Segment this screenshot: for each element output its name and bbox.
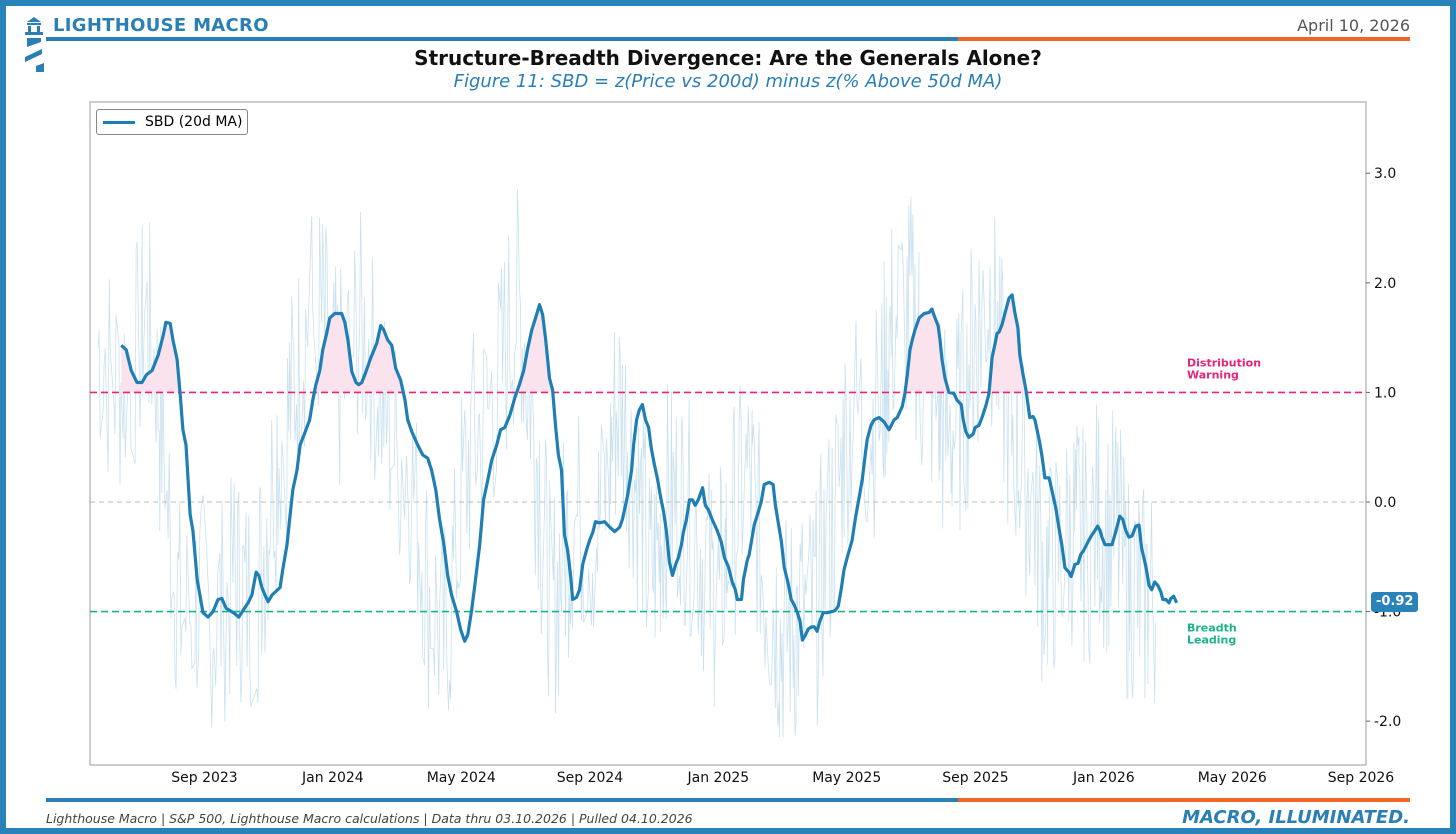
y-tick-label: -2.0 [1374, 714, 1401, 730]
y-tick-label: 3.0 [1374, 166, 1396, 182]
header-rule-blue [46, 37, 958, 41]
legend: SBD (20d MA) [96, 109, 248, 135]
breadth-leading-label: Breadth Leading [1187, 622, 1237, 647]
chart-subtitle: Figure 11: SBD = z(Price vs 200d) minus … [453, 71, 1003, 92]
sbd-ma-line [120, 293, 1179, 643]
chart-title: Structure-Breadth Divergence: Are the Ge… [414, 46, 1042, 70]
x-tick-label: Jan 2025 [687, 770, 750, 786]
legend-swatch [103, 120, 135, 124]
x-tick-label: May 2024 [427, 770, 496, 786]
y-tick-label: 2.0 [1374, 276, 1396, 292]
footer-rule-orange [958, 798, 1410, 802]
x-tick-label: Jan 2024 [301, 770, 364, 786]
x-tick-label: Jan 2026 [1072, 770, 1135, 786]
distribution-fill [121, 294, 1027, 393]
brand-title: LIGHTHOUSE MACRO [53, 15, 269, 36]
y-tick-label: 0.0 [1374, 495, 1396, 511]
distribution-warning-label: Distribution Warning [1187, 356, 1261, 381]
plot-area [89, 101, 1367, 766]
legend-label: SBD (20d MA) [145, 114, 243, 130]
tagline: MACRO, ILLUMINATED. [1182, 807, 1410, 828]
x-tick-label: May 2025 [812, 770, 881, 786]
x-tick-label: May 2026 [1198, 770, 1267, 786]
report-date: April 10, 2026 [1297, 16, 1410, 35]
last-value-badge: -0.92 [1371, 592, 1419, 612]
source-note: Lighthouse Macro | S&P 500, Lighthouse M… [46, 811, 693, 826]
x-tick-label: Sep 2024 [557, 770, 624, 786]
lighthouse-icon [25, 17, 44, 72]
x-tick-label: Sep 2026 [1328, 770, 1395, 786]
x-tick-label: Sep 2025 [942, 770, 1008, 786]
footer-rule-blue [46, 798, 958, 802]
header-rule-orange [958, 37, 1410, 41]
x-tick-label: Sep 2023 [171, 770, 237, 786]
y-tick-label: 1.0 [1374, 385, 1396, 401]
